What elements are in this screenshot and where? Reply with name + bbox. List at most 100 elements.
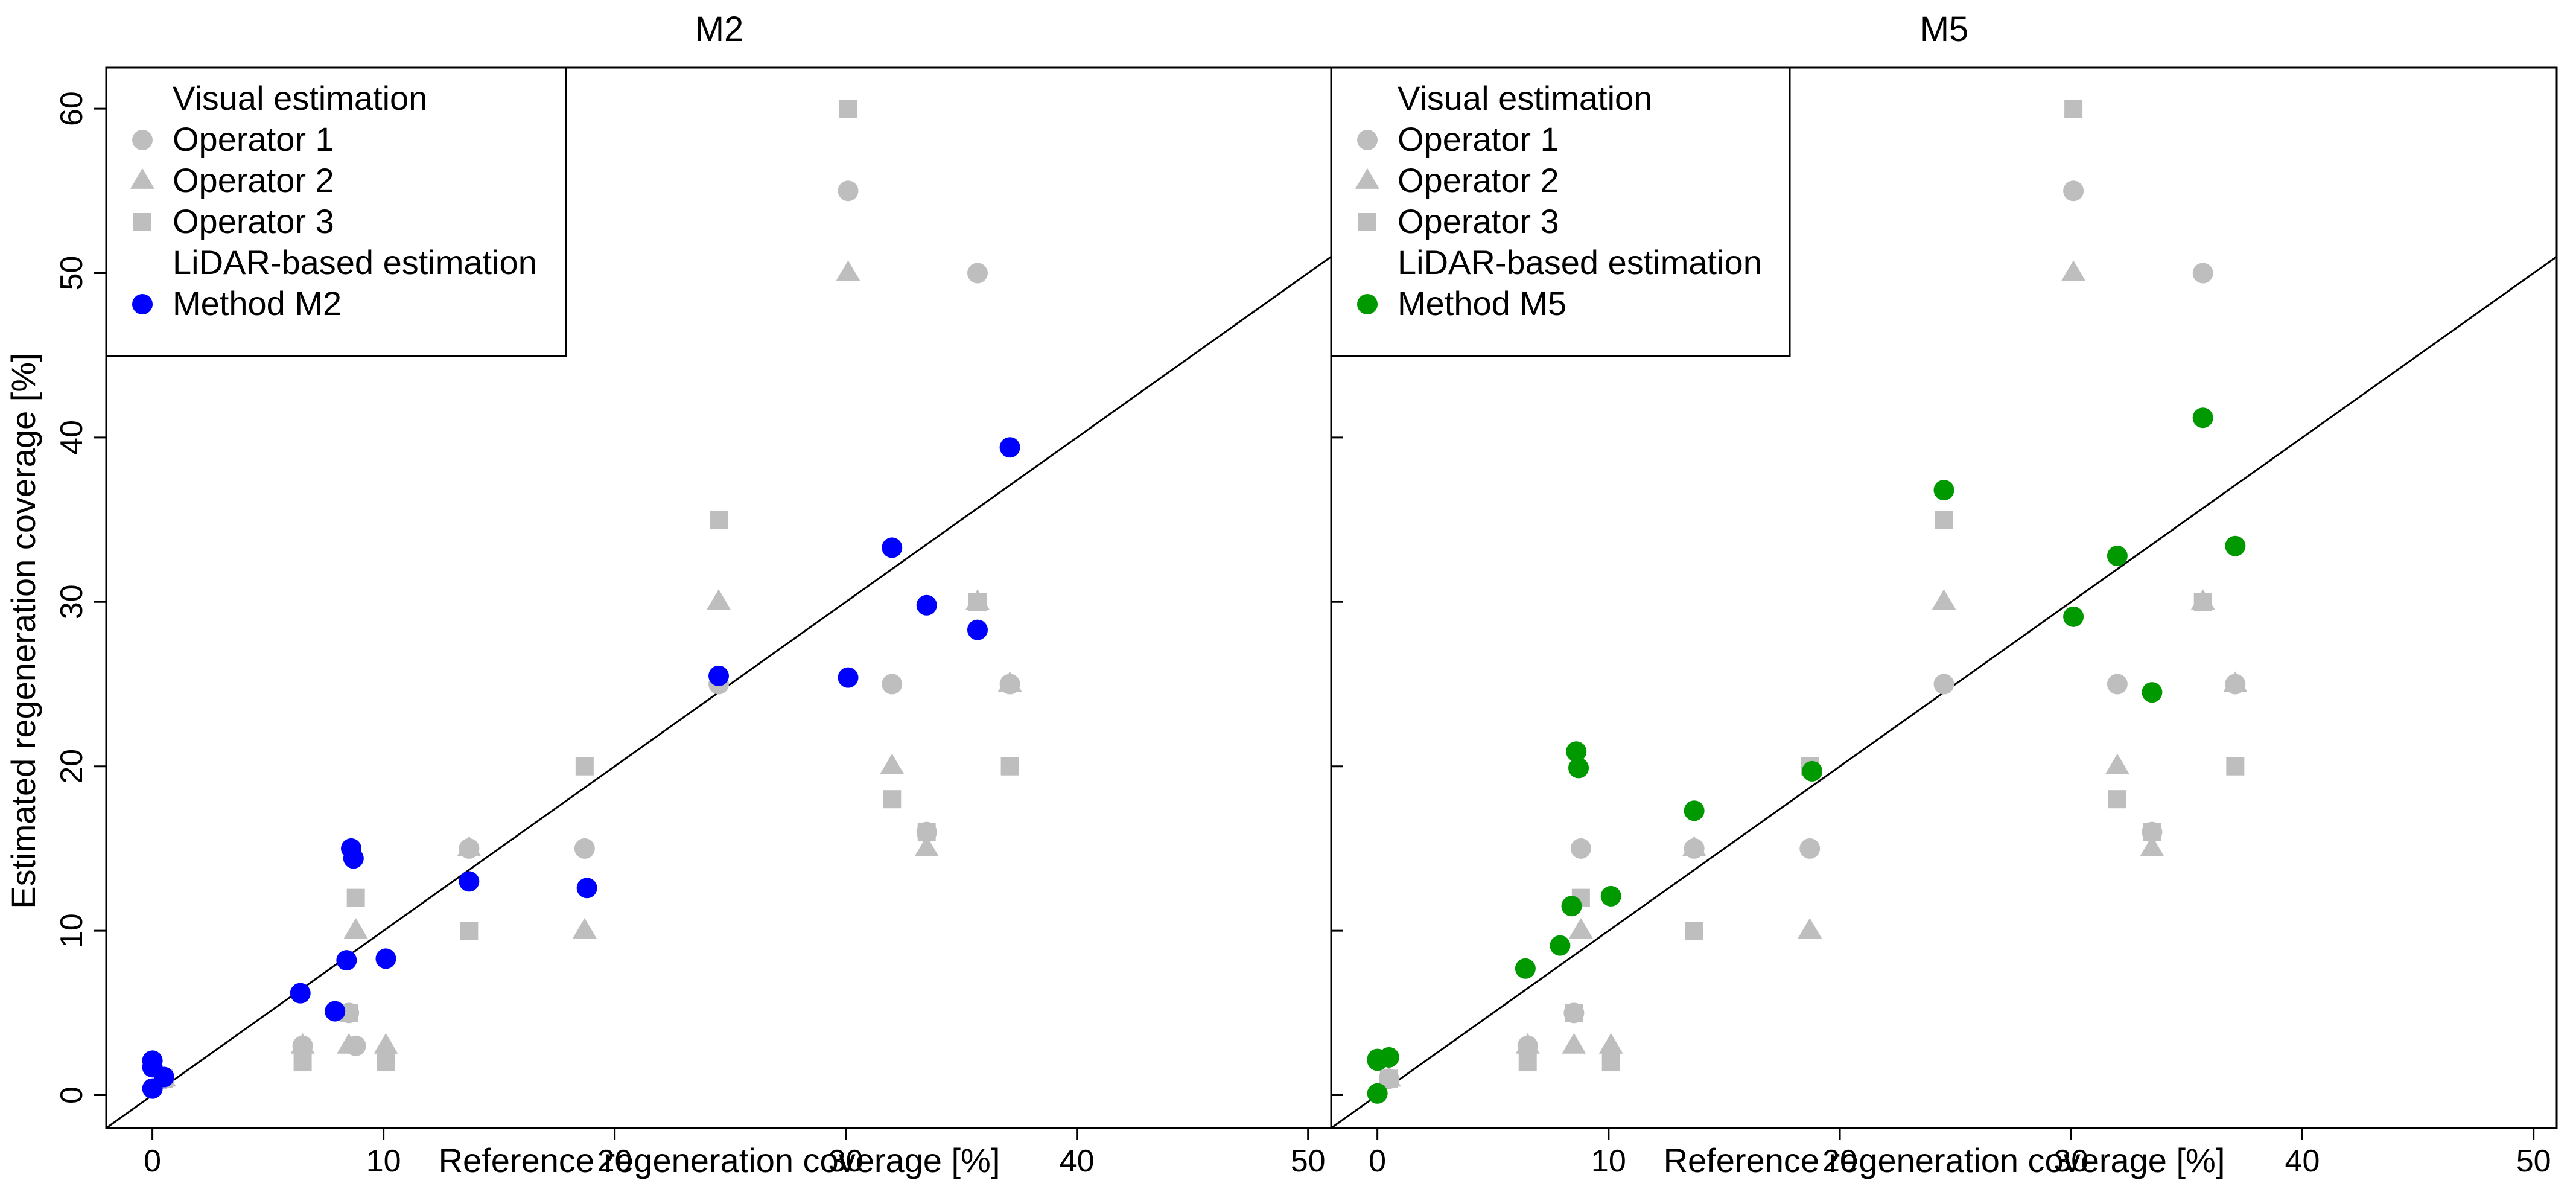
ticks-m5: 0 10 20 30 40 50 xyxy=(1331,107,2551,1179)
y-tick-label: 0 xyxy=(54,1086,89,1104)
legend-marker-operator-3 xyxy=(133,213,151,231)
point-method-m2 xyxy=(838,667,859,688)
point-method-m5 xyxy=(1802,760,1823,782)
point-operator-2 xyxy=(836,260,860,281)
point-operator-2 xyxy=(343,918,368,939)
point-operator-3 xyxy=(968,593,987,611)
point-method-m2 xyxy=(459,871,480,892)
point-operator-3 xyxy=(1379,1069,1398,1088)
point-method-m5 xyxy=(1378,1047,1399,1068)
point-operator-3 xyxy=(460,922,479,940)
point-operator-2 xyxy=(374,1033,398,1054)
point-method-m2 xyxy=(336,950,357,971)
point-method-m2 xyxy=(708,665,729,686)
point-operator-3 xyxy=(2108,790,2126,809)
data-points-m5 xyxy=(1367,100,2248,1104)
legend-label-visual-estimation: Visual estimation xyxy=(173,79,427,117)
point-operator-1 xyxy=(2107,674,2128,695)
y-tick-label: 10 xyxy=(54,913,89,948)
data-points-m2 xyxy=(142,100,1022,1099)
point-operator-3 xyxy=(2193,593,2212,611)
point-operator-2 xyxy=(337,1033,361,1054)
point-method-m2 xyxy=(153,1066,174,1088)
point-operator-3 xyxy=(839,100,857,118)
y-tick-label: 40 xyxy=(54,420,89,455)
x-tick-label: 50 xyxy=(1291,1144,1326,1179)
point-operator-1 xyxy=(967,263,988,284)
point-operator-1 xyxy=(838,180,859,202)
point-operator-3 xyxy=(710,511,728,529)
point-method-m2 xyxy=(916,594,937,616)
point-method-m2 xyxy=(967,619,988,640)
x-tick-label: 50 xyxy=(2516,1144,2551,1179)
panel-m2: M2 0 10 20 30 40 50 0 10 20 30 40 50 60 Visual estim… xyxy=(54,10,1332,1179)
y-tick-label: 20 xyxy=(54,749,89,784)
legend-label-operator-3: Operator 3 xyxy=(173,202,334,240)
point-method-m5 xyxy=(1367,1083,1388,1104)
point-operator-2 xyxy=(914,835,939,856)
legend-label-method-m5: Method M5 xyxy=(1398,284,1566,322)
legend-marker-operator-3 xyxy=(1358,213,1376,231)
x-tick-label: 10 xyxy=(366,1144,401,1179)
panel-title-m5: M5 xyxy=(1920,10,1969,49)
point-method-m5 xyxy=(1568,757,1589,779)
point-method-m5 xyxy=(2107,546,2128,567)
point-operator-2 xyxy=(2061,260,2086,281)
point-method-m5 xyxy=(2192,407,2213,429)
x-tick-label: 30 xyxy=(2053,1144,2088,1179)
legend-marker-method-m5 xyxy=(1357,294,1378,314)
x-tick-label: 40 xyxy=(1060,1144,1095,1179)
y-tick-label: 60 xyxy=(54,91,89,126)
point-operator-3 xyxy=(346,888,365,907)
point-method-m5 xyxy=(2063,606,2084,627)
point-operator-2 xyxy=(1682,835,1706,856)
point-operator-2 xyxy=(1568,918,1593,939)
point-operator-2 xyxy=(2105,753,2129,774)
point-operator-3 xyxy=(2143,823,2161,841)
point-operator-1 xyxy=(882,674,903,695)
y-tick-label: 30 xyxy=(54,584,89,619)
point-operator-3 xyxy=(2226,757,2245,776)
point-method-m2 xyxy=(375,948,396,969)
point-operator-3 xyxy=(1685,922,1703,940)
point-operator-1 xyxy=(574,838,595,859)
point-operator-3 xyxy=(293,1053,312,1072)
legend-marker-operator-1 xyxy=(132,130,153,150)
point-operator-3 xyxy=(1935,511,1953,529)
legend-marker-operator-2 xyxy=(1355,168,1379,189)
point-operator-1 xyxy=(1570,838,1591,859)
x-tick-label: 20 xyxy=(1822,1144,1857,1179)
point-method-m2 xyxy=(999,437,1020,458)
point-operator-2 xyxy=(457,835,482,856)
legend-label-operator-2: Operator 2 xyxy=(173,161,334,199)
legend-box xyxy=(1330,66,1791,357)
point-method-m2 xyxy=(343,848,364,869)
legend-label-operator-2: Operator 2 xyxy=(1398,161,1559,199)
point-operator-2 xyxy=(1515,1033,1540,1054)
point-method-m5 xyxy=(1600,885,1621,907)
point-operator-2 xyxy=(707,589,731,610)
x-tick-label: 40 xyxy=(2285,1144,2320,1179)
legend-marker-operator-1 xyxy=(1357,130,1378,150)
point-method-m2 xyxy=(142,1050,163,1071)
point-method-m5 xyxy=(1566,741,1587,762)
legend-label-lidar-based-estimation: LiDAR-based estimation xyxy=(1398,243,1762,281)
plot-frame-m5 xyxy=(1330,66,2558,1129)
point-operator-1 xyxy=(1799,838,1821,859)
point-operator-2 xyxy=(2140,835,2164,856)
point-method-m2 xyxy=(325,1001,346,1022)
x-axis-title-m5: Reference regeneration coverage [%] xyxy=(1664,1141,2225,1179)
point-operator-3 xyxy=(1518,1053,1537,1072)
x-tick-label: 0 xyxy=(1369,1144,1386,1179)
legend-marker-method-m2 xyxy=(132,294,153,314)
x-tick-label: 10 xyxy=(1591,1144,1626,1179)
y-axis-title: Estimated regeneration coverage [%] xyxy=(4,352,42,908)
legend-label-operator-1: Operator 1 xyxy=(1398,120,1559,158)
point-operator-3 xyxy=(1565,1004,1583,1022)
point-operator-2 xyxy=(1932,589,1956,610)
panel-title-m2: M2 xyxy=(695,10,744,49)
point-operator-3 xyxy=(883,790,902,809)
point-method-m2 xyxy=(290,983,311,1004)
